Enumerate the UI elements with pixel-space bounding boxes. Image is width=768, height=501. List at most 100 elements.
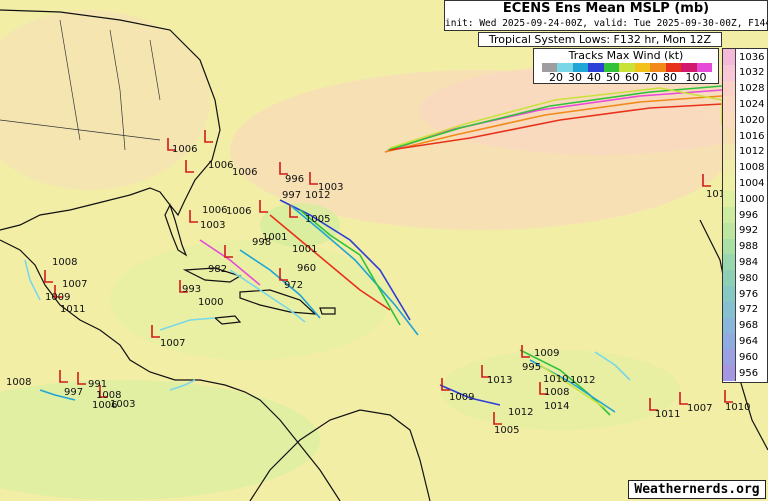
pressure-scale-swatch (723, 238, 736, 255)
low-marker-icon (77, 372, 86, 385)
pressure-label: 982 (208, 264, 227, 275)
track-line (299, 209, 401, 326)
pressure-scale-label: 996 (739, 209, 759, 221)
pressure-scale-swatch (723, 49, 736, 65)
cuba-outline (182, 267, 242, 283)
pressure-scale-swatch (723, 143, 736, 160)
inland-high-region (0, 10, 210, 190)
pacific-low-region (0, 380, 320, 500)
wind-color-swatch (665, 63, 682, 72)
pressure-scale-swatch (723, 191, 736, 208)
pressure-scale-swatch (723, 286, 736, 302)
pressure-scale-row: 1012 (723, 143, 767, 160)
pressure-scale-row: 996 (723, 207, 767, 223)
pressure-label: 1011 (655, 409, 680, 420)
wind-legend-title: Tracks Max Wind (kt) (568, 49, 684, 62)
low-marker-icon (224, 245, 233, 258)
wind-color-swatch (619, 63, 635, 72)
pressure-scale-label: 956 (739, 367, 759, 379)
tropical-lows-label: Tropical System Lows: F132 hr, Mon 12Z (478, 32, 722, 47)
wind-color-swatch (603, 63, 620, 72)
pressure-label: 1000 (198, 297, 223, 308)
pressure-scale-label: 1032 (739, 67, 765, 79)
hurricane-low-region (260, 203, 340, 247)
pressure-scale-row: 964 (723, 333, 767, 350)
wind-color-swatch (696, 63, 712, 72)
wind-color-bar (542, 63, 712, 72)
wind-color-swatch (588, 63, 604, 72)
pressure-label: 997 (282, 190, 301, 201)
track-line (539, 364, 606, 409)
pressure-scale-swatch (723, 301, 736, 318)
pressure-scale-swatch (723, 159, 736, 176)
map-title: ECENS Ens Mean MSLP (mb) (502, 1, 710, 16)
wind-color-swatch (681, 63, 697, 72)
pressure-scale-row: 1000 (723, 191, 767, 208)
low-marker-icon (724, 390, 733, 403)
track-line (594, 351, 631, 381)
pressure-label: 1006 (226, 206, 251, 217)
low-marker-icon (59, 370, 68, 383)
pressure-scale-label: 1012 (739, 146, 765, 158)
pressure-scale-label: 980 (739, 272, 759, 284)
pressure-labels: 1006 1006 1006 996 1003 997 1012 1006 10… (6, 144, 750, 436)
low-marker-icon (679, 392, 688, 405)
pressure-scale-label: 964 (739, 335, 759, 347)
pressure-label: 1003 (200, 220, 225, 231)
puerto-rico-outline (319, 307, 336, 315)
pressure-scale-swatch (723, 112, 736, 129)
low-marker-icon (649, 398, 658, 411)
pressure-label: 1005 (494, 425, 519, 436)
pressure-scale-swatch (723, 317, 736, 334)
pressure-label: 972 (284, 280, 303, 291)
wind-color-swatch (557, 63, 573, 72)
pressure-label: 1012 (508, 407, 533, 418)
pressure-label: 996 (285, 174, 304, 185)
pressure-scale-label: 972 (739, 304, 759, 316)
low-marker-icon (441, 378, 450, 391)
low-marker-icon (99, 385, 108, 398)
pressure-scale-label: 1020 (739, 114, 765, 126)
pressure-scale-row: 956 (723, 365, 767, 381)
pressure-label: 995 (522, 362, 541, 373)
pressure-label: 1001 (292, 244, 317, 255)
low-marker-icon (189, 210, 198, 223)
title-box: ECENS Ens Mean MSLP (mb) init: Wed 2025-… (444, 0, 768, 31)
pressure-label: 1009 (449, 392, 474, 403)
track-line (389, 103, 723, 151)
wind-color-swatch (650, 63, 666, 72)
pressure-label: 1008 (52, 257, 77, 268)
low-marker-icon (179, 280, 188, 293)
low-marker-icon (309, 172, 318, 185)
south-america-coast (249, 409, 431, 501)
pressure-scale-row: 968 (723, 317, 767, 334)
pressure-scale-row: 1016 (723, 128, 767, 144)
pressure-scale-row: 1028 (723, 80, 767, 97)
pressure-scale-row: 984 (723, 254, 767, 271)
track-line (169, 379, 196, 391)
low-marker-icon (481, 365, 490, 378)
central-america-coast (0, 239, 341, 501)
low-marker-icon (151, 325, 160, 338)
wind-color-swatch (542, 63, 558, 72)
wind-legend-ticks: 20 30 40 50 60 70 80 100 (534, 72, 720, 84)
pressure-label: 1001 (262, 232, 287, 243)
wind-tick-label: 100 (685, 71, 707, 84)
pressure-scale-swatch (723, 222, 736, 239)
low-marker-icon (279, 268, 288, 281)
track-line (239, 249, 321, 319)
pressure-scale-swatch (723, 207, 736, 223)
pressure-label: 960 (297, 263, 316, 274)
florida-outline (164, 203, 188, 257)
track-line (159, 317, 216, 331)
pressure-label: 1007 (160, 338, 185, 349)
pressure-label: 1010 (706, 189, 731, 200)
pressure-label: 1012 (305, 190, 330, 201)
pressure-scale-row: 976 (723, 286, 767, 302)
pressure-scale-label: 1028 (739, 83, 765, 95)
hispaniola-outline (239, 289, 317, 315)
low-marker-icon (539, 382, 548, 395)
wind-tick-label: 50 (606, 71, 620, 84)
pressure-label: 1007 (687, 403, 712, 414)
pressure-label: 997 (64, 387, 83, 398)
